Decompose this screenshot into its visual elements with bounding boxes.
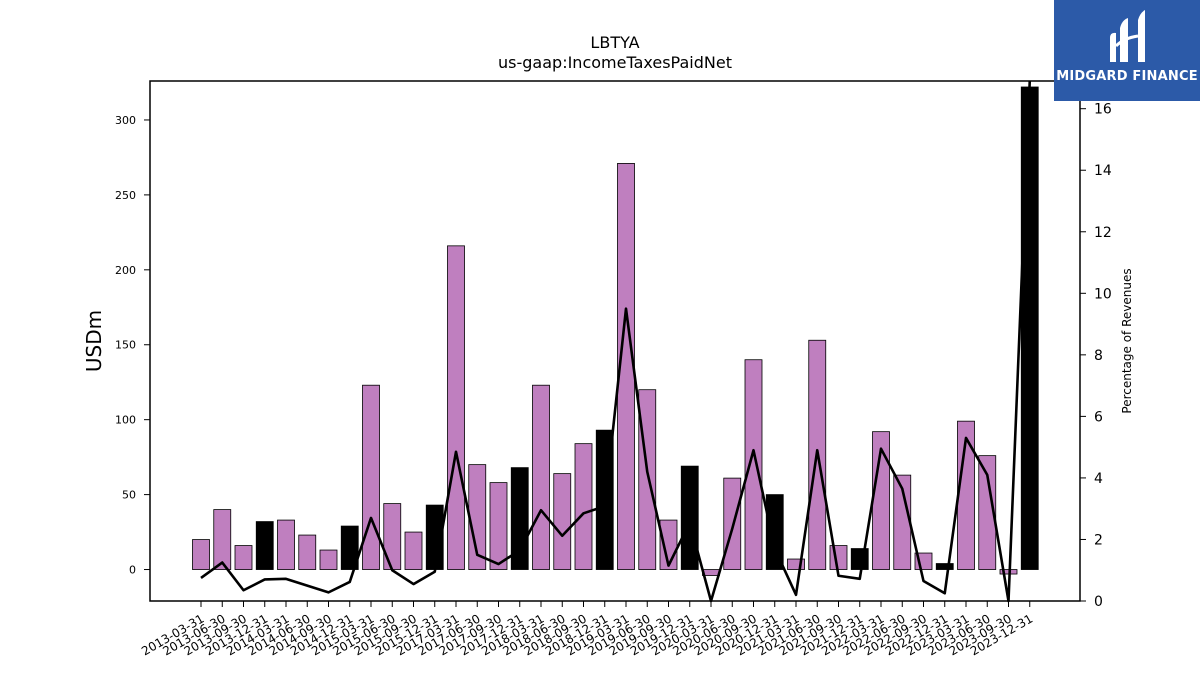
logo-text: MIDGARD FINANCE: [1056, 69, 1198, 84]
y2-tick-label: 10: [1094, 286, 1112, 302]
bar: [277, 519, 295, 570]
bar: [553, 473, 572, 570]
chart-title: LBTYA: [590, 33, 639, 52]
y2-tick-label: 0: [1094, 594, 1103, 610]
y2-tick-label: 4: [1094, 471, 1103, 487]
bar: [850, 548, 869, 570]
chart-subtitle: us-gaap:IncomeTaxesPaidNet: [498, 53, 732, 72]
y-tick-label: 150: [115, 339, 136, 352]
bar: [383, 503, 402, 570]
y-tick-label: 0: [129, 564, 136, 577]
bar-group: [192, 86, 1039, 576]
y2-tick-label: 16: [1094, 102, 1112, 118]
y2-tick-label: 2: [1094, 532, 1103, 548]
y-tick-label: 100: [115, 414, 136, 427]
bar: [362, 384, 380, 570]
revenue-share-line: [200, 80, 1032, 603]
bar: [744, 359, 763, 570]
y2-axis-label: Percentage of Revenues: [1120, 268, 1134, 413]
y-axis-label: USDm: [82, 310, 106, 372]
bar: [298, 534, 317, 570]
bar: [319, 549, 338, 570]
plot-frame: [149, 80, 1081, 602]
bar: [447, 245, 465, 570]
bar: [255, 521, 274, 570]
bar: [234, 545, 253, 570]
bar: [829, 545, 848, 570]
y-tick-label: 300: [115, 114, 136, 127]
midgard-finance-logo: MIDGARD FINANCE: [1054, 0, 1200, 101]
y2-tick-label: 6: [1094, 409, 1103, 425]
bar: [680, 465, 699, 570]
bar: [1020, 86, 1039, 570]
revenue-share-line-group: [200, 80, 1032, 603]
bar: [574, 443, 593, 570]
bar: [213, 509, 232, 570]
y-tick-label: 250: [115, 189, 136, 202]
bar: [489, 482, 508, 570]
bar: [978, 455, 997, 570]
y2-tick-label: 12: [1094, 225, 1112, 241]
axes-group: 05010015020025030002468101214162013-03-3…: [115, 80, 1112, 658]
bar: [340, 525, 359, 570]
bar: [765, 494, 784, 570]
bar: [935, 563, 954, 570]
y-tick-label: 50: [122, 489, 136, 502]
y2-tick-label: 14: [1094, 163, 1112, 179]
bar: [532, 384, 550, 570]
y-tick-label: 200: [115, 264, 136, 277]
logo-mark-icon: [1110, 10, 1145, 62]
y2-tick-label: 8: [1094, 348, 1103, 364]
bar: [404, 531, 423, 570]
bar: [192, 539, 210, 570]
bar: [787, 558, 805, 570]
